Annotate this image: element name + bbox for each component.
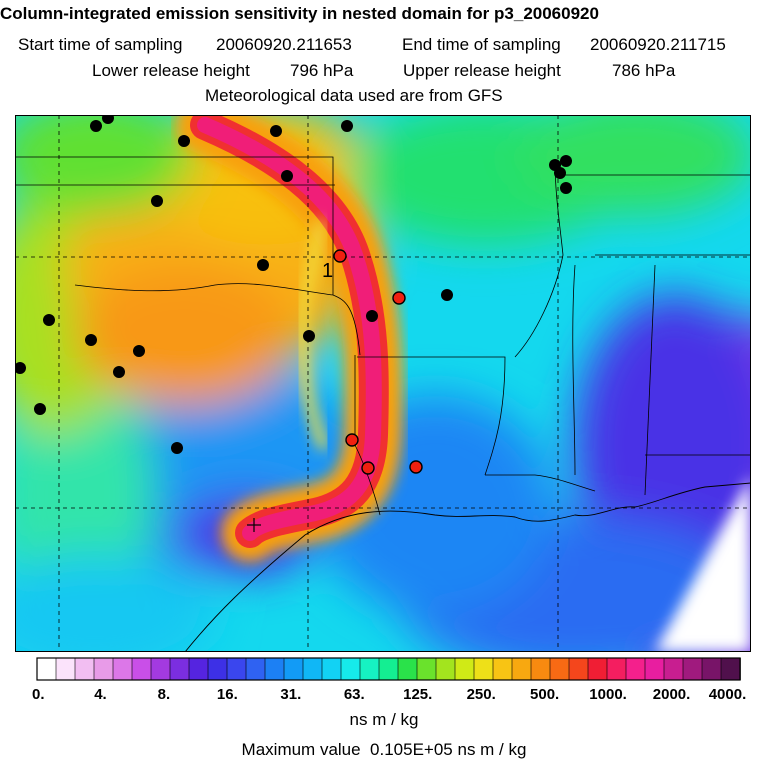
colorbar-cell xyxy=(207,657,228,681)
coastline xyxy=(184,482,751,652)
end-time-label: End time of sampling xyxy=(402,35,561,54)
lower-release-value: 796 hPa xyxy=(290,61,354,80)
lower-release-label: Lower release height xyxy=(92,61,250,80)
sampling-points-red xyxy=(333,249,423,475)
upper-release-label: Upper release height xyxy=(403,61,561,80)
colorbar-tick-label: 2000. xyxy=(652,686,691,703)
state-borders xyxy=(15,156,751,516)
colorbar-tick-label: 16. xyxy=(216,686,238,703)
colorbar-tick-label: 250. xyxy=(466,686,496,703)
start-time-label: Start time of sampling xyxy=(18,35,183,54)
colorbar-cell xyxy=(397,657,418,681)
upper-release-value: 786 hPa xyxy=(612,61,676,80)
colorbar-tick-label: 0. xyxy=(31,686,45,703)
colorbar-cell xyxy=(701,657,722,681)
colorbar-cell xyxy=(245,657,266,681)
colorbar xyxy=(36,657,741,681)
colorbar-tick-label: 125. xyxy=(403,686,433,703)
colorbar-cell xyxy=(283,657,304,681)
colorbar-cell xyxy=(188,657,209,681)
colorbar-cell xyxy=(587,657,608,681)
colorbar-cell xyxy=(378,657,399,681)
colorbar-cell xyxy=(169,657,190,681)
colorbar-frame xyxy=(36,657,741,681)
colorbar-tick-label: 1000. xyxy=(589,686,627,703)
release-marker xyxy=(247,518,261,532)
colorbar-tick-label: 31. xyxy=(280,686,302,703)
colorbar-tick-label: 500. xyxy=(530,686,560,703)
colorbar-cell xyxy=(473,657,494,681)
start-time-value: 20060920.211653 xyxy=(216,35,352,54)
colorbar-cell xyxy=(340,657,361,681)
colorbar-cell xyxy=(74,657,95,681)
colorbar-cell xyxy=(112,657,133,681)
colorbar-cells xyxy=(36,657,741,681)
colorbar-cell xyxy=(226,657,247,681)
colorbar-tick-label: 4000. xyxy=(708,686,747,703)
plot-title: Column-integrated emission sensitivity i… xyxy=(0,4,599,23)
colorbar-tick-label: 63. xyxy=(343,686,365,703)
map-frame xyxy=(15,115,751,652)
colorbar-cell xyxy=(416,657,437,681)
colorbar-cell xyxy=(625,657,646,681)
colorbar-tick-label: 8. xyxy=(157,686,171,703)
release-point-label: 1 xyxy=(322,260,333,282)
sensitivity-map: 1 xyxy=(15,115,751,652)
colorbar-cell xyxy=(663,657,684,681)
colorbar-cell xyxy=(36,657,57,681)
colorbar-cell xyxy=(55,657,76,681)
colorbar-cell xyxy=(454,657,475,681)
colorbar-cell xyxy=(435,657,456,681)
colorbar-cell xyxy=(492,657,513,681)
colorbar-cell xyxy=(682,657,703,681)
colorbar-cell xyxy=(321,657,342,681)
colorbar-cell xyxy=(511,657,532,681)
maximum-value-line: Maximum value 0.105E+05 ns m / kg xyxy=(0,740,768,760)
maximum-value-label: Maximum value xyxy=(241,740,361,759)
low-sensitivity-area xyxy=(655,475,751,652)
colorbar-cell xyxy=(530,657,551,681)
colorbar-cell xyxy=(150,657,171,681)
colorbar-cell xyxy=(606,657,627,681)
emission-plume xyxy=(176,115,403,562)
colorbar-cell xyxy=(264,657,285,681)
colorbar-cell xyxy=(93,657,114,681)
colorbar-cell xyxy=(359,657,380,681)
lat-lon-grid xyxy=(15,115,751,652)
met-data-source: Meteorological data used are from GFS xyxy=(205,86,503,105)
maximum-value: 0.105E+05 ns m / kg xyxy=(370,740,527,759)
colorbar-cell xyxy=(644,657,665,681)
colorbar-cell xyxy=(720,657,741,681)
colorbar-cell xyxy=(549,657,570,681)
colorbar-tick-label: 4. xyxy=(94,686,107,703)
colorbar-cell xyxy=(131,657,152,681)
end-time-value: 20060920.211715 xyxy=(590,35,726,54)
colorbar-units: ns m / kg xyxy=(349,710,419,729)
colorbar-cell xyxy=(302,657,323,681)
sampling-points-black xyxy=(15,115,572,454)
colorbar-cell xyxy=(568,657,589,681)
